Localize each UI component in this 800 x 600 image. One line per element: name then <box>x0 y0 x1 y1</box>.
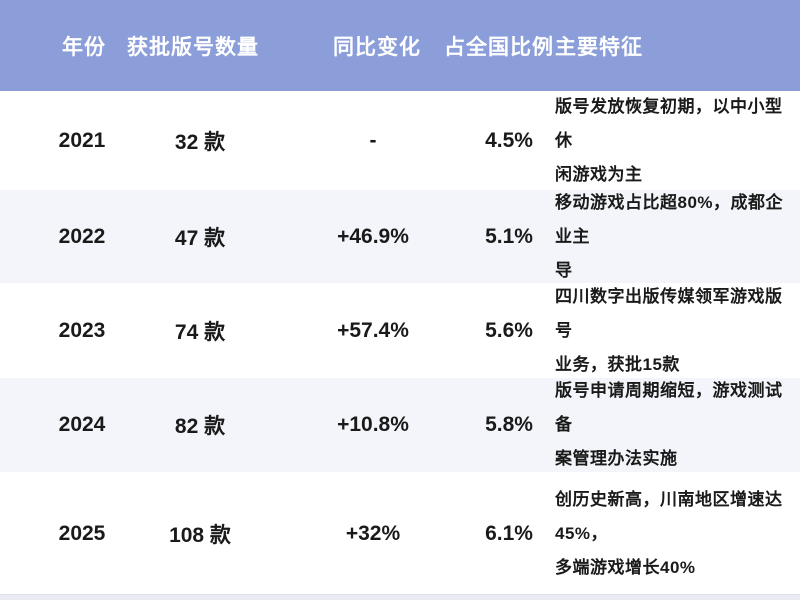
table-row-2024: 2024 82 款 +10.8% 5.8% 版号申请周期缩短，游戏测试备 案管理… <box>0 378 800 472</box>
col-header-share: 占全国比例 <box>444 35 554 59</box>
yoy-cell: - <box>369 128 377 152</box>
table-row-2025: 2025 108 款 +32% 6.1% 创历史新高，川南地区增速达45%， 多… <box>0 472 800 595</box>
share-cell: 4.5% <box>485 128 533 152</box>
yoy-cell: +10.8% <box>337 413 409 436</box>
year-cell: 2023 <box>58 318 106 342</box>
yoy-cell: +32% <box>345 521 401 545</box>
table-row-2022: 2022 47 款 +46.9% 5.1% 移动游戏占比超80%，成都企业主 导 <box>0 190 800 283</box>
features-cell: 移动游戏占比超80%，成都企业主 导 <box>555 192 784 280</box>
yoy-cell: +46.9% <box>337 224 409 248</box>
count-cell: 74 款 <box>174 320 226 344</box>
table-header-row: 年份 获批版号数量 同比变化 占全国比例 主要特征 <box>0 0 800 91</box>
year-cell: 2021 <box>58 128 106 152</box>
features-cell: 创历史新高，川南地区增速达45%， 多端游戏增长40% <box>555 489 783 577</box>
count-cell: 32 款 <box>174 130 226 154</box>
table-row-2023: 2023 74 款 +57.4% 5.6% 四川数字出版传媒领军游戏版号 业务，… <box>0 283 800 378</box>
table-row-2021: 2021 32 款 - 4.5% 版号发放恢复初期，以中小型休 闲游戏为主 <box>0 91 800 190</box>
col-header-yoy: 同比变化 <box>333 35 421 59</box>
next-row-cutoff-edge <box>0 594 800 600</box>
year-cell: 2024 <box>58 413 106 436</box>
year-cell: 2022 <box>58 224 106 248</box>
share-cell: 5.8% <box>485 413 533 436</box>
col-header-features: 主要特征 <box>555 35 643 59</box>
col-header-year: 年份 <box>62 35 106 59</box>
features-cell: 版号申请周期缩短，游戏测试备 案管理办法实施 <box>555 381 783 468</box>
share-cell: 5.6% <box>485 318 533 342</box>
yoy-cell: +57.4% <box>337 318 409 342</box>
year-cell: 2025 <box>58 521 106 545</box>
share-cell: 5.1% <box>485 224 533 248</box>
count-cell: 47 款 <box>174 226 226 250</box>
share-cell: 6.1% <box>485 521 533 545</box>
count-cell: 108 款 <box>169 523 231 547</box>
count-cell: 82 款 <box>174 415 226 438</box>
features-cell: 四川数字出版传媒领军游戏版号 业务，获批15款 <box>555 286 783 374</box>
col-header-count: 获批版号数量 <box>127 35 259 59</box>
features-cell: 版号发放恢复初期，以中小型休 闲游戏为主 <box>555 96 783 184</box>
